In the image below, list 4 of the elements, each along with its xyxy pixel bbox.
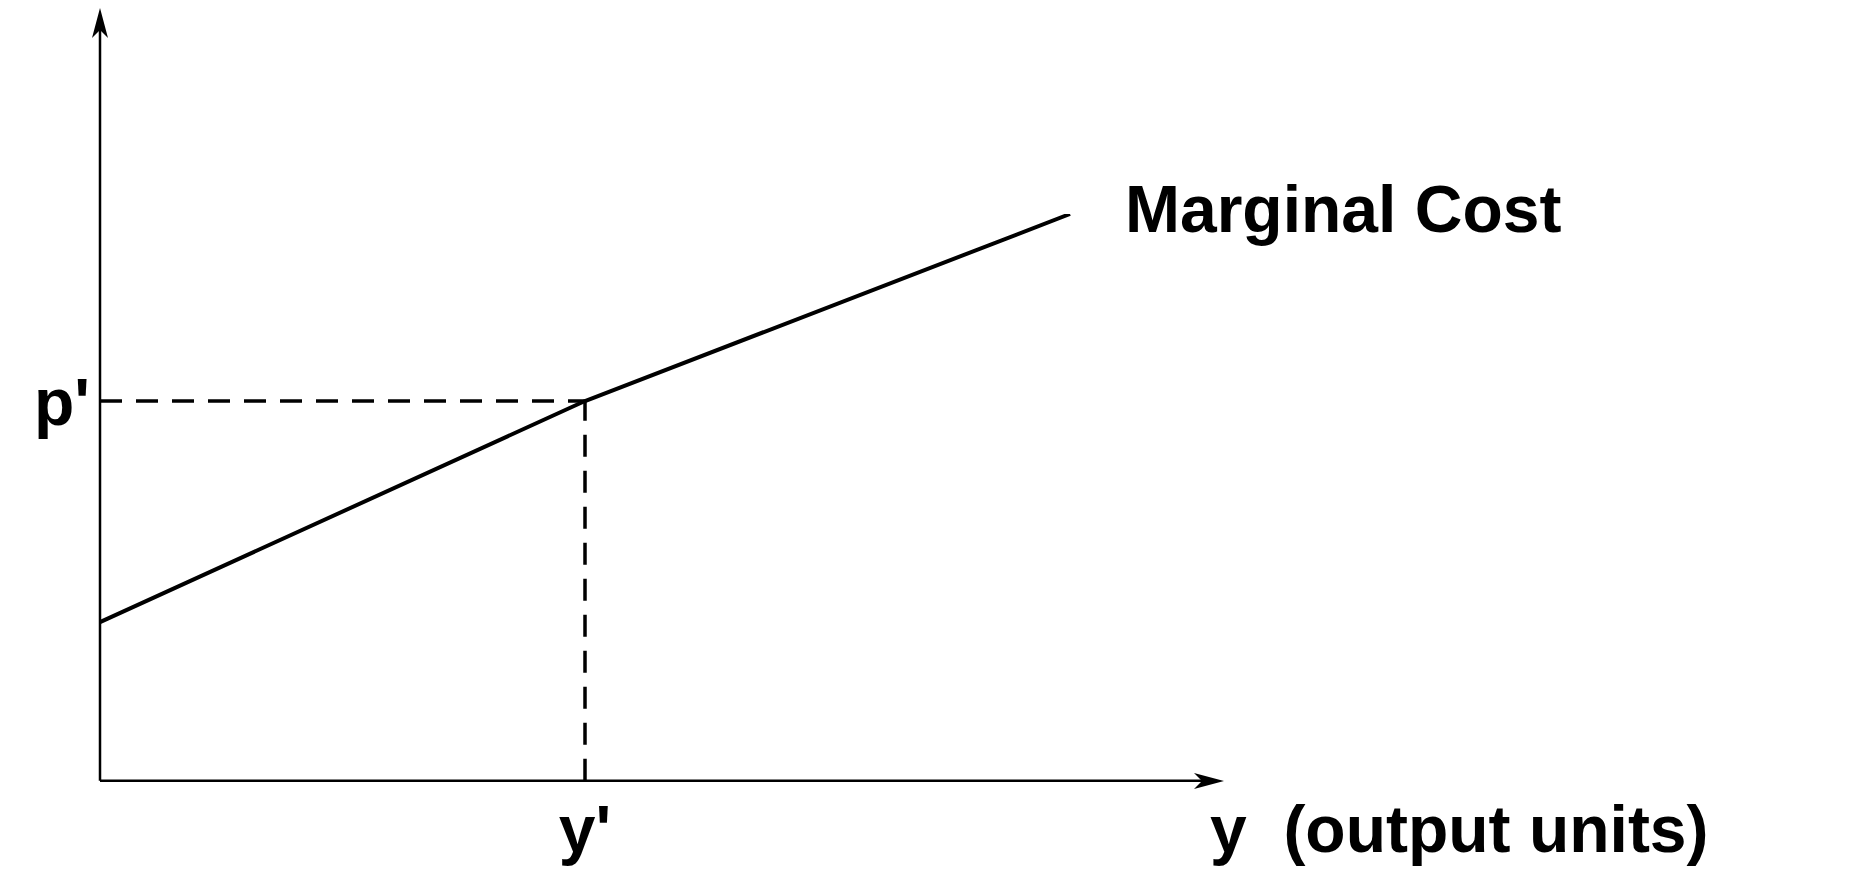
series-label: Marginal Cost (1125, 172, 1562, 246)
text: y' (558, 792, 612, 866)
ref-line-label: p' (33, 365, 90, 440)
x-axis-title: y (output units) (1210, 792, 1709, 866)
